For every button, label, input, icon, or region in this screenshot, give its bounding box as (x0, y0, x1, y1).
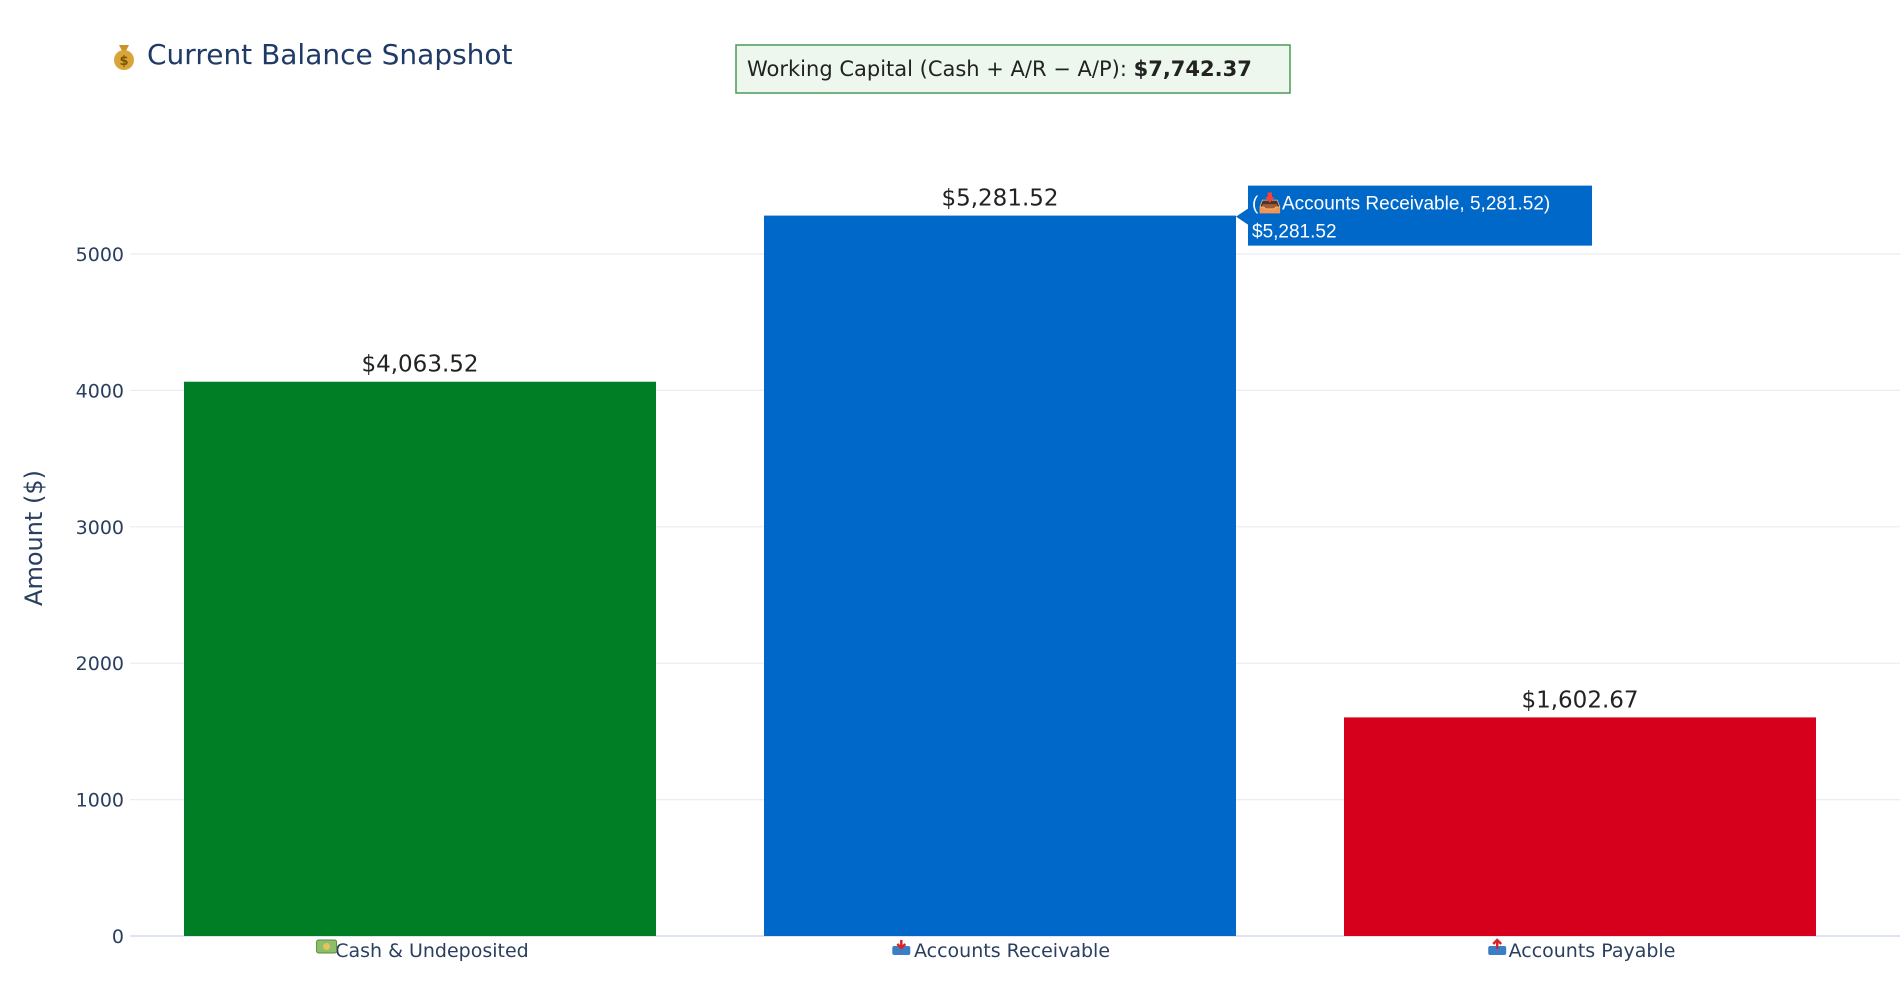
x-tick: Accounts Receivable (892, 940, 1110, 962)
bar-value-labels: $4,063.52 $5,281.52 $1,602.67 (361, 186, 1638, 714)
outbox-tray-icon (1488, 938, 1507, 955)
y-tick-label: 0 (112, 926, 124, 948)
money-bag-icon: $ (114, 45, 134, 70)
chart-title-text: Current Balance Snapshot (147, 38, 513, 71)
inbox-tray-icon (892, 940, 911, 955)
bar-value-label: $5,281.52 (941, 186, 1058, 212)
bar-value-label: $1,602.67 (1521, 687, 1638, 713)
svg-text:Working Capital (Cash + A/R −: Working Capital (Cash + A/R − A/P): $7,7… (747, 57, 1252, 81)
y-tick-label: 5000 (76, 244, 124, 266)
x-tick-label: Cash & Undeposited (335, 940, 529, 962)
bar-value-label: $4,063.52 (361, 352, 478, 378)
bar-accounts-receivable[interactable] (764, 215, 1236, 936)
bar-accounts-payable[interactable] (1344, 717, 1816, 936)
hover-tooltip-line2: $5,281.52 (1252, 222, 1337, 243)
bars (184, 215, 1816, 937)
x-tick-label: Accounts Receivable (914, 940, 1110, 962)
hover-tooltip-line1: (📥Accounts Receivable, 5,281.52) (1252, 192, 1550, 215)
y-tick-label: 1000 (76, 790, 124, 812)
x-tick-label: Accounts Payable (1509, 940, 1676, 962)
y-tick-label: 4000 (76, 380, 124, 402)
dollar-banknote-icon (316, 939, 338, 954)
hover-tooltip: (📥Accounts Receivable, 5,281.52) $5,281.… (1236, 185, 1592, 246)
chart-title: $ Current Balance Snapshot (114, 38, 513, 71)
svg-text:$: $ (119, 54, 128, 69)
bar-cash-undeposited[interactable] (184, 381, 656, 937)
x-axis-ticks: Cash & Undeposited Accounts Receivable Acc… (316, 938, 1676, 962)
x-tick: Cash & Undeposited (316, 939, 529, 962)
y-axis-ticks: 0 1000 2000 3000 4000 5000 (76, 244, 124, 948)
working-capital-label: Working Capital (Cash + A/R − A/P): (747, 57, 1134, 81)
y-tick-label: 2000 (76, 653, 124, 675)
working-capital-annotation: Working Capital (Cash + A/R − A/P): $7,7… (735, 44, 1291, 94)
y-tick-label: 3000 (76, 517, 124, 539)
x-tick: Accounts Payable (1488, 938, 1676, 962)
working-capital-value: $7,742.37 (1134, 57, 1252, 81)
y-axis-title: Amount ($) (20, 470, 48, 606)
